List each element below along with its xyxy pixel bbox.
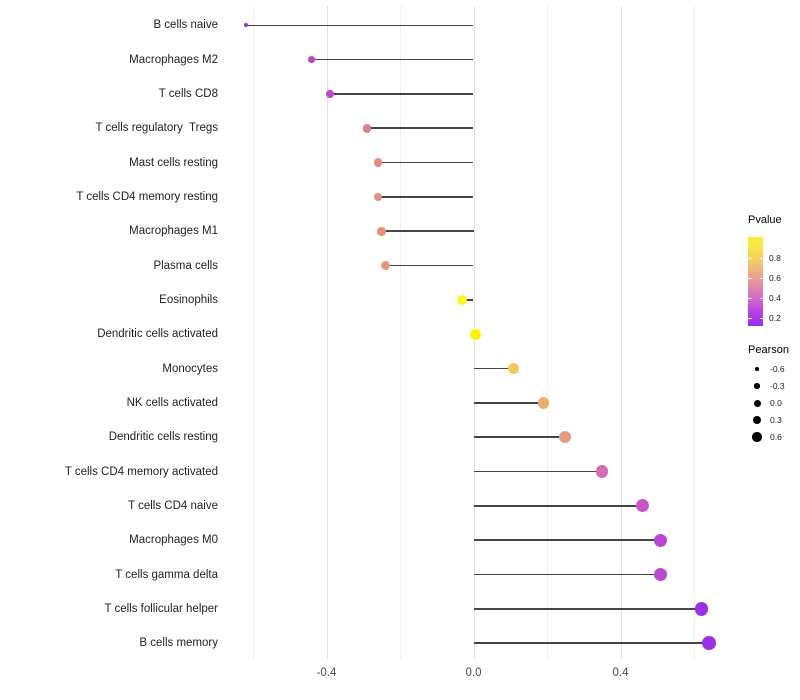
category-label: NK cells activated (126, 396, 218, 409)
pearson-legend-dot (755, 367, 759, 371)
category-label: Plasma cells (153, 259, 218, 272)
x-major-gridline (620, 6, 622, 659)
colorbar-tick-mark (748, 278, 752, 279)
pvalue-colorbar (748, 237, 763, 326)
lollipop-stem (462, 299, 474, 301)
pearson-legend-dot (752, 415, 762, 425)
pvalue-legend-title: Pvalue (748, 214, 782, 226)
category-label: T cells CD4 naive (128, 499, 218, 512)
x-minor-gridline (547, 6, 548, 659)
lollipop-point (326, 90, 334, 98)
lollipop-point (537, 397, 550, 409)
colorbar-tick-mark (759, 298, 763, 299)
lollipop-stem (473, 608, 702, 610)
lollipop-point (559, 431, 572, 444)
x-minor-gridline (400, 6, 401, 659)
pearson-legend-dot (753, 399, 761, 407)
category-label: Dendritic cells resting (108, 431, 218, 444)
lollipop-stem (473, 642, 709, 645)
lollipop-point (694, 602, 709, 616)
category-label: T cells CD4 memory activated (64, 465, 218, 478)
category-label: B cells naive (153, 19, 218, 32)
pearson-legend-label: 0.6 (770, 431, 782, 442)
category-label: Monocytes (162, 362, 218, 375)
category-label: T cells follicular helper (104, 602, 218, 615)
category-label: Dendritic cells activated (97, 328, 218, 341)
lollipop-point (457, 294, 468, 305)
category-label: Macrophages M0 (129, 534, 218, 547)
lollipop-stem (377, 196, 474, 198)
colorbar-tick-mark (748, 298, 752, 299)
lollipop-stem (473, 573, 661, 576)
pearson-legend-dot (754, 383, 760, 389)
colorbar-tick-label: 0.2 (769, 313, 781, 323)
lollipop-point (595, 465, 609, 478)
lollipop-stem (473, 470, 603, 473)
lollipop-point (308, 56, 316, 64)
category-label: T cells regulatory Tregs (95, 122, 218, 135)
category-label: T cells gamma delta (115, 568, 218, 581)
category-label: Macrophages M1 (129, 225, 218, 238)
lollipop-point (380, 261, 390, 271)
lollipop-stem (473, 539, 661, 542)
colorbar-tick-label: 0.6 (769, 273, 781, 283)
lollipop-stem (473, 436, 566, 439)
colorbar-tick-label: 0.4 (769, 293, 781, 303)
lollipop-point (636, 499, 650, 513)
x-axis-tick-label: -0.4 (316, 667, 337, 679)
colorbar-tick-mark (759, 278, 763, 279)
lollipop-point (243, 23, 248, 28)
pearson-legend-title: Pearson (748, 344, 789, 356)
lollipop-stem (381, 230, 474, 233)
category-label: Mast cells resting (129, 156, 218, 169)
lollipop-stem (473, 402, 544, 404)
lollipop-stem (473, 367, 514, 370)
category-label: Eosinophils (159, 293, 218, 306)
lollipop-stem (330, 93, 474, 95)
pearson-legend-dot (752, 432, 762, 442)
category-label: B cells memory (139, 637, 218, 650)
x-axis-tick-label: 0.0 (465, 667, 482, 679)
pearson-legend-label: -0.6 (770, 363, 785, 374)
pearson-legend-label: 0.3 (770, 414, 782, 425)
lollipop-stem (245, 24, 474, 27)
category-label: T cells CD4 memory resting (76, 190, 218, 203)
colorbar-tick-mark (759, 258, 763, 259)
lollipop-point (654, 568, 668, 582)
colorbar-tick-mark (759, 318, 763, 319)
pearson-legend-label: 0.0 (770, 397, 782, 408)
pearson-legend-label: -0.3 (770, 380, 785, 391)
lollipop-stem (366, 127, 474, 130)
category-label: Macrophages M2 (129, 53, 218, 66)
lollipop-point (373, 192, 383, 202)
x-axis-tick-label: 0.4 (612, 667, 629, 679)
lollipop-point (654, 533, 668, 547)
lollipop-stem (311, 58, 474, 61)
lollipop-point (508, 363, 520, 375)
lollipop-stem (377, 161, 474, 164)
lollipop-point (377, 227, 386, 236)
lollipop-stem (473, 505, 643, 507)
x-major-gridline (326, 6, 328, 659)
lollipop-stem (385, 264, 474, 267)
lollipop-point (470, 329, 481, 340)
colorbar-tick-label: 0.8 (769, 253, 781, 263)
x-minor-gridline (253, 6, 254, 659)
lollipop-point (362, 124, 372, 133)
x-minor-gridline (694, 6, 695, 659)
colorbar-tick-mark (748, 318, 752, 319)
lollipop-point (701, 636, 716, 651)
colorbar-tick-mark (748, 258, 752, 259)
lollipop-point (373, 158, 383, 167)
category-label: T cells CD8 (158, 87, 218, 100)
